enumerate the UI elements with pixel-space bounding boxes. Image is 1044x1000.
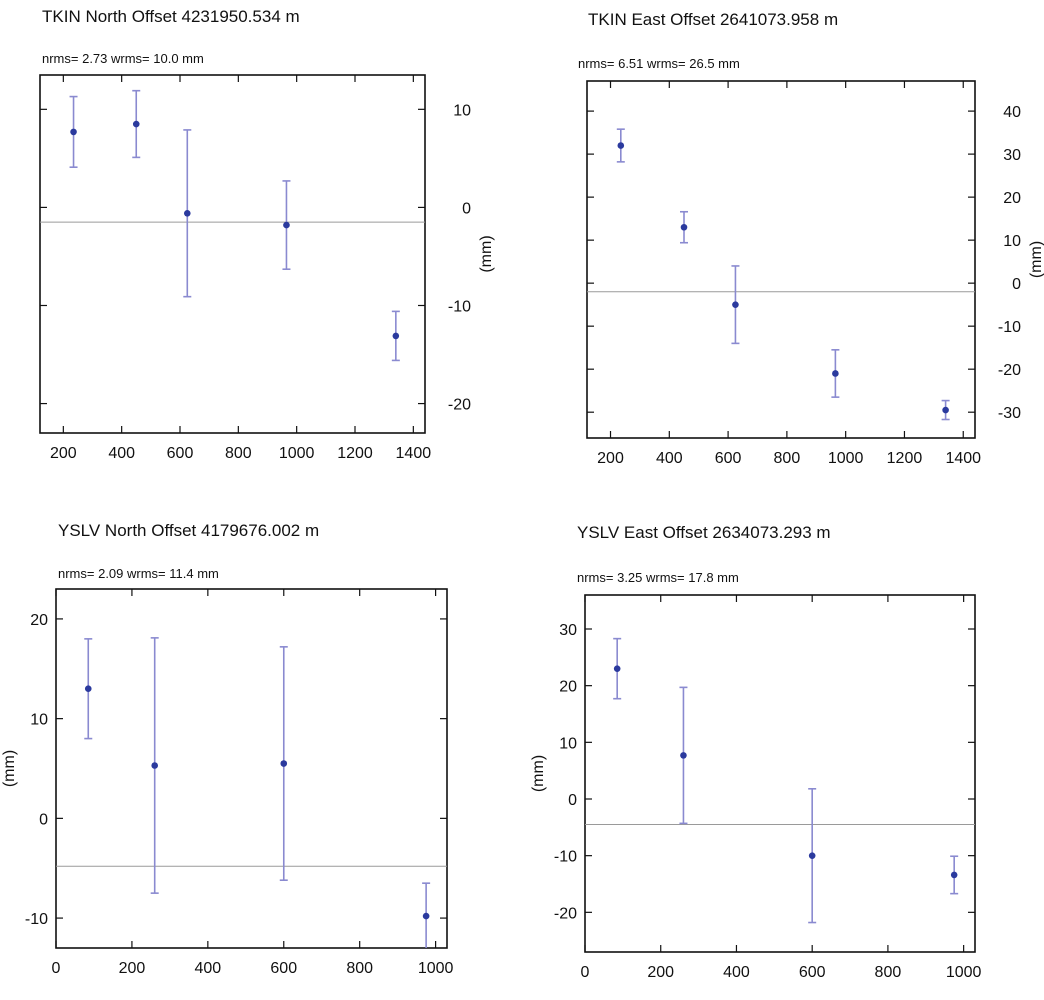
y-tick-label: 20 xyxy=(30,612,48,629)
chart-title: TKIN East Offset 2641073.958 m xyxy=(588,10,838,29)
x-tick-label: 400 xyxy=(723,964,750,981)
data-point xyxy=(680,752,687,759)
data-point xyxy=(942,406,949,414)
y-tick-label: 40 xyxy=(1003,104,1021,121)
x-tick-label: 200 xyxy=(597,450,624,467)
x-tick-label: 800 xyxy=(225,445,252,462)
x-tick-label: 1000 xyxy=(279,445,315,462)
y-tick-label: 10 xyxy=(453,102,471,119)
chart-subtitle: nrms= 6.51 wrms= 26.5 mm xyxy=(578,56,740,71)
y-tick-label: 30 xyxy=(559,622,577,639)
y-tick-label: 0 xyxy=(1012,276,1021,293)
y-tick-label: -10 xyxy=(448,298,471,315)
x-tick-label: 1000 xyxy=(828,450,864,467)
data-point xyxy=(132,120,140,128)
y-tick-label: -20 xyxy=(998,362,1021,379)
y-axis-label: (mm) xyxy=(1,750,18,787)
y-tick-label: 10 xyxy=(1003,233,1021,250)
data-point xyxy=(280,760,288,767)
x-tick-label: 600 xyxy=(799,964,826,981)
x-tick-label: 0 xyxy=(52,960,61,977)
x-tick-label: 600 xyxy=(167,445,194,462)
x-tick-label: 600 xyxy=(715,450,742,467)
plot-frame xyxy=(39,74,426,434)
x-tick-label: 1000 xyxy=(946,964,982,981)
chart-panel-3: YSLV North Offset 4179676.002 m nrms= 2.0… xyxy=(1,521,454,977)
data-series xyxy=(613,637,959,924)
y-tick-label: -10 xyxy=(554,849,577,866)
data-point xyxy=(70,128,77,136)
chart-subtitle: nrms= 2.73 wrms= 10.0 mm xyxy=(42,51,204,66)
chart-title: TKIN North Offset 4231950.534 m xyxy=(42,7,300,26)
chart-subtitle: nrms= 2.09 wrms= 11.4 mm xyxy=(58,566,219,581)
x-tick-label: 400 xyxy=(194,960,221,977)
data-point xyxy=(617,142,625,149)
data-point xyxy=(183,209,191,217)
y-tick-label: 20 xyxy=(1003,190,1021,207)
chart-panel-1: TKIN North Offset 4231950.534 m nrms= 2.7… xyxy=(39,7,495,462)
x-tick-label: 1200 xyxy=(887,450,923,467)
data-series xyxy=(616,128,950,421)
y-tick-label: -30 xyxy=(998,405,1021,422)
y-axis-label: (mm) xyxy=(530,755,547,792)
y-tick-label: 10 xyxy=(30,712,48,729)
y-tick-label: -20 xyxy=(448,397,471,414)
chart-title: YSLV North Offset 4179676.002 m xyxy=(58,521,319,540)
x-tick-label: 200 xyxy=(647,964,674,981)
y-tick-label: 20 xyxy=(559,679,577,696)
chart-subtitle: nrms= 3.25 wrms= 17.8 mm xyxy=(577,570,739,585)
data-point xyxy=(422,912,430,920)
chart-panel-4: YSLV East Offset 2634073.293 m nrms= 3.25… xyxy=(530,523,982,981)
x-tick-label: 800 xyxy=(346,960,373,977)
x-tick-label: 200 xyxy=(50,445,77,462)
y-tick-label: 0 xyxy=(39,811,48,828)
x-tick-label: 600 xyxy=(270,960,297,977)
y-axis-label: (mm) xyxy=(478,235,495,272)
data-point xyxy=(613,665,621,672)
y-tick-label: 0 xyxy=(568,792,577,809)
data-point xyxy=(808,852,816,859)
y-tick-label: 30 xyxy=(1003,147,1021,164)
y-tick-label: -10 xyxy=(998,319,1021,336)
plot-frame xyxy=(55,588,448,949)
y-tick-label: -20 xyxy=(554,905,577,922)
x-tick-label: 800 xyxy=(875,964,902,981)
x-tick-label: 0 xyxy=(581,964,590,981)
x-tick-label: 800 xyxy=(774,450,801,467)
data-point xyxy=(680,223,688,231)
y-tick-label: -10 xyxy=(25,911,48,928)
x-tick-label: 1000 xyxy=(418,960,454,977)
x-tick-label: 400 xyxy=(108,445,135,462)
x-tick-label: 1200 xyxy=(337,445,373,462)
plot-frame xyxy=(586,80,976,439)
data-series xyxy=(69,89,400,362)
x-tick-label: 1400 xyxy=(396,445,432,462)
data-point xyxy=(84,685,92,693)
x-tick-label: 1400 xyxy=(945,450,981,467)
chart-title: YSLV East Offset 2634073.293 m xyxy=(577,523,831,542)
plot-frame xyxy=(584,594,976,953)
y-tick-label: 10 xyxy=(559,735,577,752)
x-tick-label: 400 xyxy=(656,450,683,467)
data-point xyxy=(151,762,158,769)
data-point xyxy=(950,871,958,879)
y-axis-label: (mm) xyxy=(1028,241,1044,278)
data-point xyxy=(283,221,290,229)
data-point xyxy=(732,301,739,308)
data-point xyxy=(832,370,839,377)
x-tick-label: 200 xyxy=(119,960,146,977)
data-series xyxy=(84,637,431,948)
y-tick-label: 0 xyxy=(462,200,471,217)
data-point xyxy=(392,332,400,340)
chart-panel-2: TKIN East Offset 2641073.958 m nrms= 6.51… xyxy=(578,10,1044,467)
